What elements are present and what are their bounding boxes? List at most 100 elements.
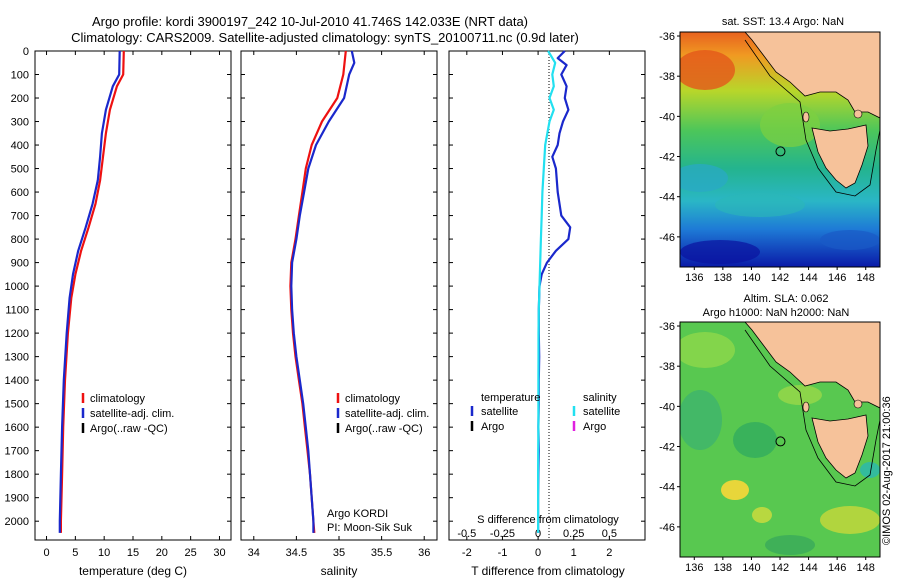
legend-label-argo: Argo(..raw -QC)	[90, 423, 168, 435]
legend-s-satellite: satellite	[583, 406, 620, 418]
sst-map-title: sat. SST: 13.4 Argo: NaN	[722, 16, 844, 28]
sla-map-panel: Altim. SLA: 0.062 Argo h1000: NaN h2000:…	[659, 293, 881, 574]
x-tick-label: 36	[418, 547, 430, 559]
sla-map-title-line2: Argo h1000: NaN h2000: NaN	[703, 307, 850, 319]
x-tick-label: 35.5	[371, 547, 392, 559]
difference-profiles	[536, 50, 572, 533]
legend-label-satellite: satellite-adj. clim.	[90, 408, 174, 420]
profile-line-satellite	[290, 50, 356, 533]
temperature-xlabel: temperature (deg C)	[79, 564, 187, 578]
depth-tick-label: 2000	[5, 516, 29, 528]
profile-line-salinity_satellite	[536, 50, 557, 533]
depth-tick-label: 900	[11, 258, 29, 270]
temperature-axes-frame	[34, 50, 232, 541]
lat-tick-label: -44	[659, 192, 675, 204]
pi-label: PI: Moon-Sik Suk	[327, 522, 412, 534]
difference-y-ticks	[449, 50, 645, 522]
lon-tick-label: 142	[771, 272, 789, 284]
profile-line-climatology	[59, 50, 125, 533]
lat-tick-label: -40	[659, 401, 675, 413]
salinity-axes-frame	[240, 50, 438, 541]
depth-tick-label: 1600	[5, 422, 29, 434]
depth-tick-label: 700	[11, 211, 29, 223]
sla-map-axes: 136 138 140 142 144 146 148 -36 -38 -40 -42 -44 -46	[659, 321, 875, 574]
x-tick-label: 1	[571, 547, 577, 559]
sla-mainland	[744, 322, 880, 409]
depth-tick-label: 1400	[5, 375, 29, 387]
lon-tick-label: 148	[857, 272, 875, 284]
sla-flinders-island	[853, 399, 863, 409]
x-tick-label: 34	[248, 547, 260, 559]
legend-label-argo: Argo(..raw -QC)	[345, 423, 423, 435]
s-tick-label: 0	[535, 528, 541, 540]
depth-tick-label: 400	[11, 140, 29, 152]
profile-line-satellite	[58, 50, 121, 533]
difference-axes-frame	[448, 50, 646, 541]
depth-tick-label: 1900	[5, 493, 29, 505]
depth-tick-label: 0	[23, 46, 29, 58]
lon-tick-label: 146	[828, 562, 846, 574]
lon-tick-label: 136	[685, 272, 703, 284]
sla-field	[680, 322, 880, 557]
x-tick-label: 34.5	[286, 547, 307, 559]
sla-shelf-contour	[744, 329, 880, 487]
depth-tick-label: 1800	[5, 469, 29, 481]
lat-tick-label: -42	[659, 152, 675, 164]
figure-title-line2: Climatology: CARS2009. Satellite-adjuste…	[71, 30, 579, 45]
temperature-panel: 0100200300400500600700800900100011001200…	[5, 46, 232, 578]
depth-tick-label: 100	[11, 70, 29, 82]
depth-tick-label: 1100	[5, 305, 29, 317]
lon-tick-label: 144	[799, 562, 817, 574]
sla-king-island	[802, 401, 810, 413]
figure-title-line1: Argo profile: kordi 3900197_242 10-Jul-2…	[92, 14, 528, 29]
argo-position-marker	[775, 436, 786, 447]
lat-tick-label: -36	[659, 321, 675, 333]
temperature-profiles	[58, 50, 125, 533]
lat-tick-label: -44	[659, 482, 675, 494]
sst-map-panel: sat. SST: 13.4 Argo: NaN 136 138 140 142 144…	[659, 16, 881, 284]
lat-tick-label: -46	[659, 522, 675, 534]
legend-label-satellite: satellite-adj. clim.	[345, 408, 429, 420]
depth-tick-label: 1500	[5, 399, 29, 411]
depth-tick-label: 200	[11, 93, 29, 105]
difference-panel: -2 -1 0 1 2 -0.5 -0.25 0 0.25 0.5 S difference fr…	[448, 50, 646, 578]
legend-s-argo: Argo	[583, 421, 606, 433]
lon-tick-label: 148	[857, 562, 875, 574]
x-tick-label: 20	[156, 547, 168, 559]
legend-t-argo: Argo	[481, 421, 504, 433]
sst-field	[680, 32, 880, 267]
lon-tick-label: 138	[714, 562, 732, 574]
legend-label-climatology: climatology	[90, 393, 146, 405]
lat-tick-label: -38	[659, 361, 675, 373]
sst-king-island	[802, 111, 810, 123]
depth-tick-label: 600	[11, 187, 29, 199]
depth-tick-label: 800	[11, 234, 29, 246]
x-tick-label: 0	[535, 547, 541, 559]
sst-mainland	[744, 32, 880, 119]
x-tick-label: 0	[43, 547, 49, 559]
legend-salinity-title: salinity	[583, 392, 617, 404]
s-tick-label: 0.5	[602, 528, 617, 540]
lat-tick-label: -36	[659, 31, 675, 43]
salinity-panel: 34 34.5 35 35.5 36 salinity climatology satel…	[240, 50, 438, 578]
depth-tick-label: 500	[11, 164, 29, 176]
imos-footer: ©IMOS 02-Aug-2017 21:00:36	[881, 396, 893, 545]
s-tick-label: -0.25	[490, 528, 515, 540]
salinity-profiles	[289, 50, 356, 533]
lat-tick-label: -46	[659, 232, 675, 244]
lon-tick-label: 136	[685, 562, 703, 574]
sst-shelf-contour	[744, 39, 880, 197]
lat-tick-label: -38	[659, 71, 675, 83]
x-tick-label: 35	[333, 547, 345, 559]
difference-legend: temperature salinity satellite Argo sate…	[470, 392, 620, 433]
temperature-legend: climatology satellite-adj. clim. Argo(..ra…	[81, 393, 174, 435]
depth-tick-label: 300	[11, 117, 29, 129]
sst-map-axes: 136 138 140 142 144 146 148 -36 -38 -40 -42 -44 -46	[659, 31, 875, 284]
sla-map-title-line1: Altim. SLA: 0.062	[744, 293, 829, 305]
legend-label-climatology: climatology	[345, 393, 401, 405]
lon-tick-label: 140	[742, 272, 760, 284]
argo-kordi-label: Argo KORDI	[327, 508, 388, 520]
x-tick-label: 10	[98, 547, 110, 559]
salinity-x-axis: 34 34.5 35 35.5 36	[248, 51, 430, 559]
